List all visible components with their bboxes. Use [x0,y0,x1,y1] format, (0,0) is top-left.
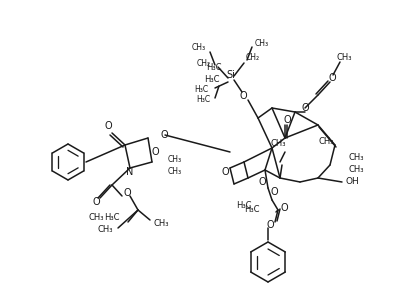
Text: CH₃: CH₃ [97,226,113,234]
Text: Si: Si [226,70,236,80]
Text: CH₃: CH₃ [270,139,286,147]
Text: O: O [280,203,288,213]
Text: O: O [160,130,168,140]
Text: H₃C: H₃C [194,85,208,95]
Text: CH₂: CH₂ [246,53,260,62]
Text: O: O [301,103,309,113]
Text: O: O [151,147,159,157]
Text: N: N [126,167,134,177]
Text: O: O [104,121,112,131]
Text: CH₃: CH₃ [255,38,269,47]
Text: H₃C: H₃C [196,95,210,104]
Text: CH₃: CH₃ [318,137,333,146]
Text: CH₃: CH₃ [88,214,104,223]
Text: CH₃: CH₃ [348,165,363,175]
Text: OH: OH [345,178,359,187]
Text: O: O [328,73,336,83]
Text: CH₃: CH₃ [336,53,352,63]
Text: H₃C: H₃C [205,76,220,85]
Text: H₃C: H₃C [245,205,260,214]
Text: H₃C: H₃C [104,214,120,223]
Text: O: O [123,188,131,198]
Text: O: O [266,220,274,230]
Text: CH₃: CH₃ [168,168,182,176]
Text: O: O [270,187,278,197]
Text: O: O [92,197,100,207]
Text: O: O [283,115,291,125]
Text: H₃C: H₃C [236,201,252,210]
Text: CH₃: CH₃ [168,156,182,165]
Text: CH₂: CH₂ [197,59,211,68]
Text: CH₃: CH₃ [192,43,206,52]
Text: O: O [239,91,247,101]
Text: CH₃: CH₃ [153,219,169,227]
Text: O: O [221,167,229,177]
Text: H₃C: H₃C [206,63,222,72]
Text: CH₃: CH₃ [348,153,363,162]
Text: O: O [258,177,266,187]
